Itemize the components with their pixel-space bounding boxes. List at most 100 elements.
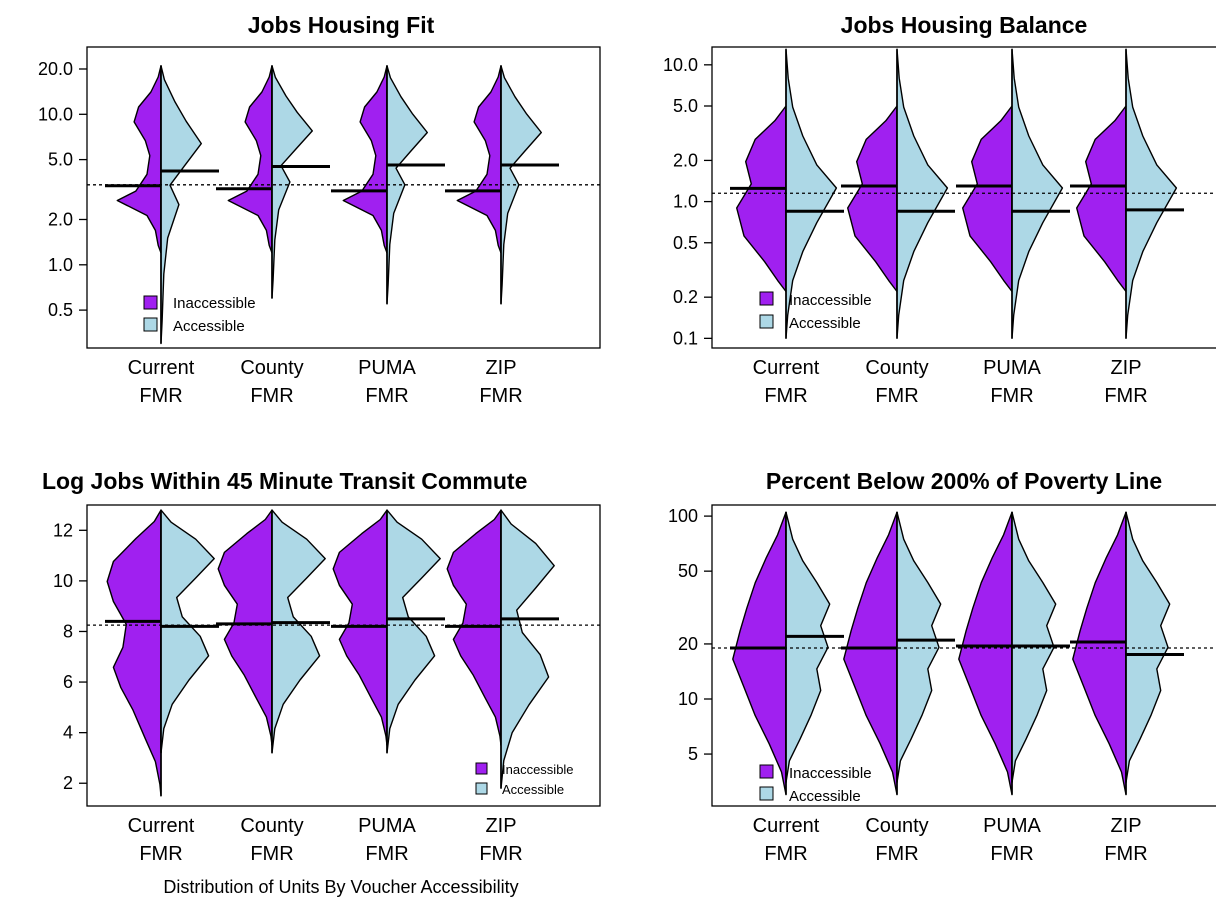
legend-swatch-inaccessible [143, 295, 158, 310]
y-tick-label: 0.5 [673, 233, 698, 253]
category-label: FMR [139, 843, 182, 865]
violin-half-accessible [386, 509, 441, 754]
legend-swatch-accessible [143, 317, 158, 332]
legend-label-inaccessible: Inaccessible [502, 762, 574, 777]
violin-half-inaccessible [342, 65, 388, 254]
violin-half-inaccessible [1072, 511, 1127, 796]
violin-half-inaccessible [456, 65, 502, 254]
chart-panel-log-jobs-transit: Log Jobs Within 45 Minute Transit Commut… [42, 468, 601, 865]
y-tick-label: 8 [63, 621, 73, 641]
y-axis: 2 4 6 8 10 12 [53, 520, 87, 793]
violin-half-accessible [160, 509, 215, 754]
violin-half-accessible [386, 65, 428, 305]
category-label: FMR [875, 843, 918, 865]
y-tick-label: 1.0 [673, 192, 698, 212]
legend: Inaccessible Accessible [143, 295, 256, 335]
legend: Inaccessible Accessible [759, 764, 872, 805]
chart-panel-jobs-housing-fit: Jobs Housing Fit 0.5 1.0 2.0 5.0 10.0 20.0 Cu… [38, 12, 601, 407]
category-label: FMR [764, 385, 807, 407]
y-tick-label: 10 [53, 571, 73, 591]
y-tick-label: 0.2 [673, 287, 698, 307]
plot-area [87, 509, 600, 797]
category-label: County [865, 357, 928, 379]
legend-swatch-accessible [759, 314, 774, 329]
legend-label-accessible: Accessible [789, 315, 861, 332]
plot-frame [711, 504, 1216, 807]
y-tick-label: 100 [668, 506, 698, 526]
y-tick-label: 12 [53, 520, 73, 540]
legend-swatch-inaccessible [475, 762, 488, 775]
x-axis-categories: Current FMR County FMR PUMA FMR ZIP FMR [753, 815, 1148, 865]
plot-frame [711, 46, 1216, 349]
violin-half-inaccessible [962, 105, 1013, 293]
plot-area [712, 511, 1216, 796]
category-label: Current [128, 815, 195, 837]
legend-label-accessible: Accessible [789, 788, 861, 805]
legend-label-accessible: Accessible [502, 782, 564, 797]
legend-swatch-accessible [475, 782, 488, 795]
category-label: FMR [1104, 843, 1147, 865]
violin-half-inaccessible [1076, 105, 1127, 293]
plot-area [712, 48, 1216, 340]
violin-half-inaccessible [217, 509, 273, 746]
category-label: FMR [139, 385, 182, 407]
y-axis: 0.5 1.0 2.0 5.0 10.0 20.0 [38, 59, 87, 320]
y-tick-label: 0.1 [673, 328, 698, 348]
chart-panel-poverty: Percent Below 200% of Poverty Line 5 10 20… [668, 468, 1216, 865]
legend-label-accessible: Accessible [173, 318, 245, 335]
y-tick-label: 1.0 [48, 255, 73, 275]
violin-half-inaccessible [732, 511, 787, 796]
category-label: FMR [990, 843, 1033, 865]
legend: Inaccessible Accessible [475, 762, 574, 797]
violin-half-inaccessible [106, 509, 162, 797]
violin-half-inaccessible [227, 65, 273, 254]
violin-half-accessible [160, 65, 202, 345]
category-label: FMR [479, 843, 522, 865]
x-axis-categories: Current FMR County FMR PUMA FMR ZIP FMR [128, 357, 523, 407]
violin-half-inaccessible [958, 511, 1013, 796]
plot-frame [86, 504, 601, 807]
y-tick-label: 5 [688, 744, 698, 764]
legend-label-inaccessible: Inaccessible [173, 295, 256, 312]
category-label: PUMA [358, 815, 416, 837]
y-tick-label: 10.0 [38, 104, 73, 124]
violin-half-accessible [1125, 511, 1171, 784]
violin-half-accessible [271, 65, 313, 299]
legend-swatch-inaccessible [759, 764, 774, 779]
y-tick-label: 5.0 [48, 150, 73, 170]
violin-half-inaccessible [116, 65, 162, 254]
x-axis-categories: Current FMR County FMR PUMA FMR ZIP FMR [128, 815, 523, 865]
violin-half-inaccessible [843, 511, 898, 796]
violin-half-accessible [500, 509, 555, 789]
y-tick-label: 0.5 [48, 300, 73, 320]
violin-half-accessible [271, 509, 326, 754]
plot-area [87, 65, 600, 345]
category-label: FMR [250, 843, 293, 865]
chart-panel-jobs-housing-balance: Jobs Housing Balance 0.1 0.2 0.5 1.0 2.0 5.0 1… [663, 12, 1216, 407]
y-tick-label: 2 [63, 773, 73, 793]
category-label: FMR [875, 385, 918, 407]
y-tick-label: 50 [678, 561, 698, 581]
panel-title: Percent Below 200% of Poverty Line [766, 468, 1162, 494]
category-label: PUMA [358, 357, 416, 379]
category-label: Current [128, 357, 195, 379]
category-label: ZIP [485, 815, 516, 837]
violin-half-inaccessible [736, 105, 787, 293]
x-axis-categories: Current FMR County FMR PUMA FMR ZIP FMR [753, 357, 1148, 407]
y-tick-label: 6 [63, 672, 73, 692]
category-label: FMR [250, 385, 293, 407]
category-label: PUMA [983, 815, 1041, 837]
y-axis: 0.1 0.2 0.5 1.0 2.0 5.0 10.0 [663, 55, 712, 348]
y-tick-label: 20 [678, 634, 698, 654]
y-tick-label: 20.0 [38, 59, 73, 79]
y-tick-label: 5.0 [673, 96, 698, 116]
category-label: FMR [990, 385, 1033, 407]
y-tick-label: 10.0 [663, 55, 698, 75]
violin-half-accessible [896, 511, 942, 784]
legend-swatch-accessible [759, 786, 774, 801]
panel-title: Jobs Housing Fit [248, 12, 435, 38]
plot-frame [86, 46, 601, 349]
category-label: FMR [365, 843, 408, 865]
category-label: ZIP [1110, 815, 1141, 837]
